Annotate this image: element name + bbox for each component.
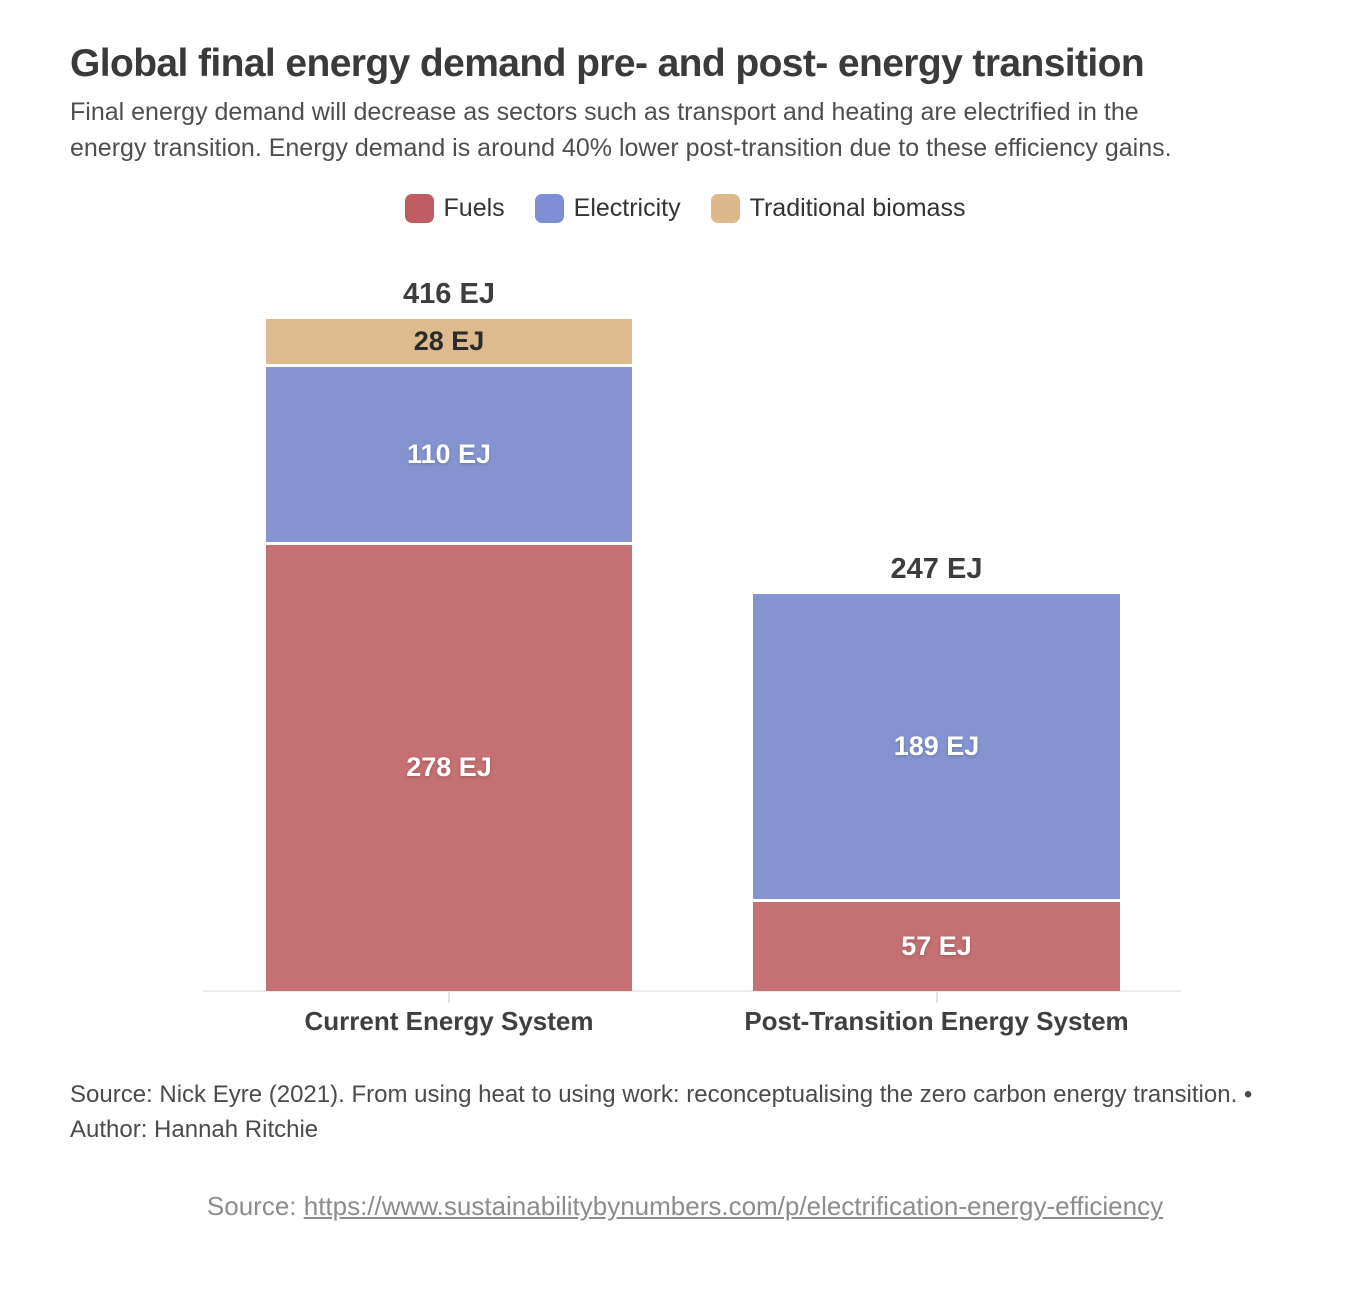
x-axis-line (203, 990, 1181, 992)
segment-fuels: 57 EJ (753, 899, 1120, 992)
bar-current-energy-system: 416 EJ 28 EJ 110 EJ 278 EJ (266, 278, 632, 991)
legend-swatch-icon (534, 194, 564, 223)
segment-traditional-biomass: 28 EJ (266, 319, 632, 365)
legend-label: Electricity (573, 194, 681, 222)
segment-value-label: 278 EJ (406, 752, 492, 783)
segment-value-label: 57 EJ (901, 931, 972, 962)
x-axis-tick (448, 992, 450, 1003)
bar-post-transition-energy-system: 247 EJ 189 EJ 57 EJ (753, 553, 1120, 992)
source-url-link[interactable]: https://www.sustainabilitybynumbers.com/… (303, 1191, 1164, 1221)
chart-title: Global final energy demand pre- and post… (70, 42, 1145, 85)
segment-electricity: 189 EJ (753, 594, 1120, 900)
legend-label: Fuels (443, 194, 505, 222)
chart-subtitle-line-1: Final energy demand will decrease as sec… (70, 98, 1139, 126)
segment-value-label: 189 EJ (893, 731, 980, 762)
source-note-line-2: Author: Hannah Ritchie (70, 1116, 319, 1143)
legend-label: Traditional biomass (749, 194, 966, 222)
segment-value-label: 110 EJ (406, 439, 492, 470)
legend-item-traditional-biomass: Traditional biomass (710, 194, 966, 223)
legend-item-electricity: Electricity (534, 194, 681, 223)
chart-subtitle-line-2: energy transition. Energy demand is arou… (70, 134, 1172, 162)
bar-total-label: 416 EJ (403, 278, 495, 310)
source-note-line-1: Source: Nick Eyre (2021). From using hea… (70, 1081, 1253, 1108)
chart-subtitle: Final energy demand will decrease as sec… (70, 94, 1172, 166)
bar-total-label: 247 EJ (890, 553, 983, 585)
x-axis-label-post-transition: Post-Transition Energy System (744, 1006, 1129, 1036)
chart-area: 416 EJ 28 EJ 110 EJ 278 EJ Current Energy Sy… (0, 270, 1370, 1036)
legend-swatch-icon (404, 194, 434, 223)
legend-item-fuels: Fuels (404, 194, 505, 223)
x-axis-tick (935, 992, 938, 1003)
legend-swatch-icon (710, 194, 740, 223)
bottom-source-prefix: Source: (206, 1191, 304, 1221)
segment-value-label: 28 EJ (413, 326, 485, 357)
segment-electricity: 110 EJ (266, 364, 632, 542)
source-note: Source: Nick Eyre (2021). From using hea… (70, 1077, 1252, 1147)
segment-fuels: 278 EJ (266, 541, 632, 991)
bottom-source-row: Source: https://www.sustainabilitybynumb… (0, 1191, 1370, 1222)
x-axis-label-current: Current Energy System (304, 1006, 594, 1036)
legend: Fuels Electricity Traditional biomass (0, 194, 1370, 223)
